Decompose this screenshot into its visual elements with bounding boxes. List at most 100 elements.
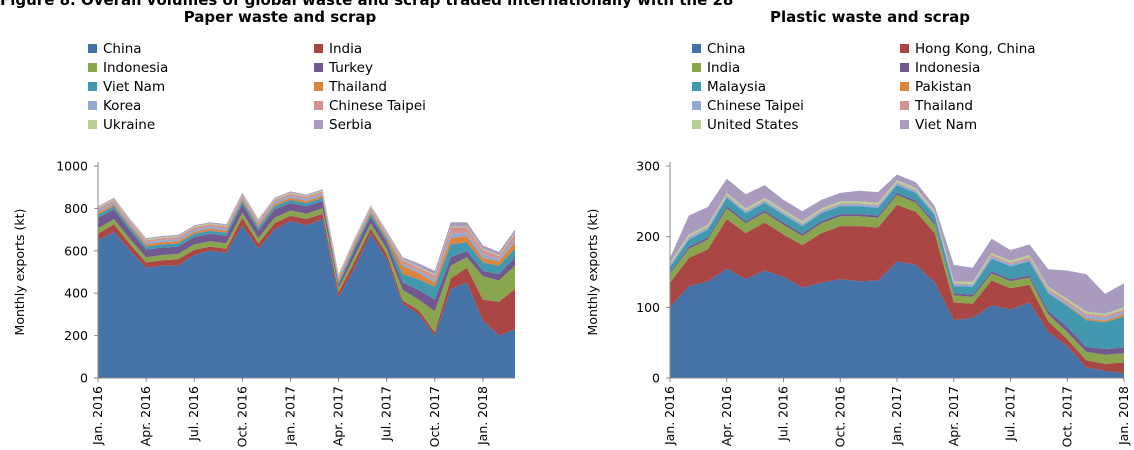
legend-swatch (900, 120, 909, 129)
x-tick-label: Jan. 2017 (282, 386, 297, 446)
legend-item: United States (692, 117, 798, 133)
legend-swatch (88, 63, 97, 72)
legend-label: Malaysia (707, 79, 766, 95)
legend-label: India (329, 41, 363, 57)
legend-swatch (314, 120, 323, 129)
legend-swatch (692, 120, 701, 129)
x-tick-label: Apr. 2017 (946, 386, 961, 446)
y-tick-label: 200 (64, 328, 88, 343)
y-tick-label: 800 (64, 201, 88, 216)
chart-title: Plastic waste and scrap (770, 8, 970, 26)
legend-item: Pakistan (900, 79, 972, 95)
legend-swatch (88, 44, 97, 53)
legend-swatch (692, 82, 701, 91)
series-area (670, 174, 1124, 314)
x-tick-label: Apr. 2016 (138, 386, 153, 446)
x-tick-label: Jan. 2018 (475, 386, 490, 446)
legend-label: Korea (103, 98, 142, 114)
legend-item: Malaysia (692, 79, 766, 95)
chart-plot: 0 100 200 300 Jan. 2016 Apr. 2016 Jul. 2016 Oct… (585, 159, 1131, 448)
x-tick-label: Oct. 2017 (1059, 386, 1074, 447)
legend-item: Thailand (314, 79, 387, 95)
x-tick-label: Jan. 2018 (1116, 386, 1131, 446)
legend-swatch (900, 44, 909, 53)
legend-item: China (88, 41, 142, 57)
legend-swatch (88, 82, 97, 91)
x-tick-label: Jul. 2017 (1003, 386, 1018, 442)
series-area (670, 261, 1124, 378)
series-area (98, 193, 515, 283)
legend-label: Serbia (329, 117, 373, 133)
y-axis-title: Monthly exports (kt) (585, 209, 600, 336)
paper-waste-chart: Paper waste and scrap China India Indonesi… (0, 0, 560, 450)
series-area (670, 204, 1124, 374)
legend-item: Hong Kong, China (900, 41, 1036, 57)
legend-item: Chinese Taipei (692, 98, 804, 114)
x-tick-label: Jul. 2016 (186, 386, 201, 442)
series-area (98, 195, 515, 287)
legend-label: Indonesia (103, 60, 169, 76)
series-area (98, 208, 515, 333)
legend-swatch (314, 63, 323, 72)
legend-label: Turkey (329, 60, 373, 76)
legend-swatch (88, 120, 97, 129)
legend-item: Serbia (314, 117, 372, 133)
x-tick-label: Oct. 2017 (427, 386, 442, 447)
legend-swatch (692, 63, 701, 72)
legend-swatch (88, 101, 97, 110)
y-tick-label: 400 (64, 286, 88, 301)
x-tick-label: Jul. 2016 (776, 386, 791, 442)
x-tick-label: Jul. 2017 (379, 386, 394, 442)
legend-swatch (900, 63, 909, 72)
legend-swatch (314, 82, 323, 91)
figure-title: Figure 8. Overall volumes of global wast… (0, 0, 734, 9)
x-tick-label: Jan. 2016 (662, 386, 677, 446)
chart-plot: 0 200 400 600 800 1000 Jan. 2016 Apr. 2016 Jul. … (12, 159, 515, 447)
x-tick-label: Oct. 2016 (832, 386, 847, 447)
legend-label: China (707, 41, 746, 57)
legend-swatch (314, 101, 323, 110)
x-tick-label: Jan. 2017 (889, 386, 904, 446)
legend-item: India (314, 41, 362, 57)
legend-item: Viet Nam (88, 79, 165, 95)
legend-label: Viet Nam (103, 79, 166, 95)
legend-item: Viet Nam (900, 117, 977, 133)
legend-swatch (692, 101, 701, 110)
x-tick-label: Jan. 2016 (90, 386, 105, 446)
legend-swatch (314, 44, 323, 53)
series-area (98, 219, 515, 378)
legend-label: Chinese Taipei (329, 98, 426, 114)
legend-item: India (692, 60, 740, 76)
legend-label: Thailand (329, 79, 387, 95)
x-tick-label: Apr. 2017 (331, 386, 346, 446)
y-tick-label: 600 (64, 243, 88, 258)
x-tick-label: Apr. 2016 (719, 386, 734, 446)
y-tick-label: 0 (652, 371, 660, 386)
legend-swatch (900, 82, 909, 91)
y-axis-title: Monthly exports (kt) (12, 209, 27, 336)
legend-label: Thailand (915, 98, 973, 114)
legend-item: Korea (88, 98, 141, 114)
legend-item: Turkey (314, 60, 373, 76)
legend-label: Ukraine (103, 117, 156, 133)
legend-swatch (900, 101, 909, 110)
legend-item: Thailand (900, 98, 973, 114)
series-area (98, 191, 515, 280)
legend-item: Indonesia (88, 60, 168, 76)
legend-label: Viet Nam (915, 117, 978, 133)
legend-item: Indonesia (900, 60, 980, 76)
y-tick-label: 0 (80, 371, 88, 386)
series-area (670, 195, 1124, 364)
legend-item: Ukraine (88, 117, 155, 133)
series-area (670, 185, 1124, 349)
legend-item: China (692, 41, 746, 57)
legend-label: Pakistan (915, 79, 972, 95)
legend-label: India (707, 60, 741, 76)
chart-title: Paper waste and scrap (183, 8, 377, 26)
y-tick-label: 100 (636, 300, 660, 315)
y-tick-label: 1000 (56, 159, 88, 174)
x-tick-label: Oct. 2016 (234, 386, 249, 447)
legend-item: Chinese Taipei (314, 98, 426, 114)
legend-label: Chinese Taipei (707, 98, 804, 114)
legend-label: China (103, 41, 142, 57)
